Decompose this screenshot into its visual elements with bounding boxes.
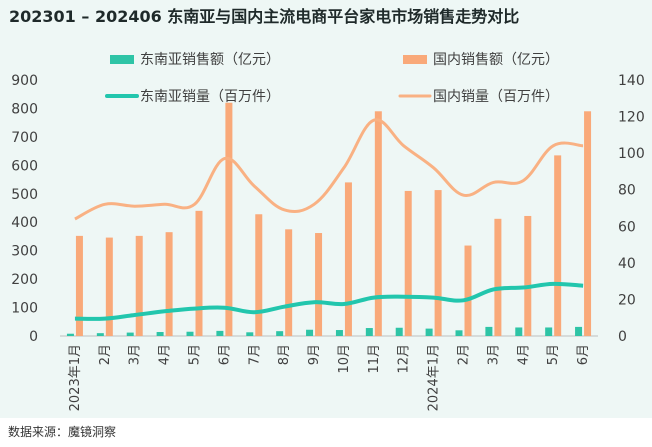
x-tick-label: 12月 [397, 344, 412, 374]
bar-sea-sales [96, 333, 104, 336]
x-tick-label: 4月 [516, 344, 531, 365]
y-right-tick-label: 20 [618, 292, 636, 308]
bar-cn-sales [584, 111, 592, 337]
x-tick-label: 11月 [367, 344, 382, 374]
y-left-tick-label: 300 [11, 244, 38, 260]
bar-sea-sales [126, 332, 134, 336]
bar-sea-sales [455, 330, 463, 336]
axes: 0 100 200 300 400 500 600 700 800 900 0 20 40 60 80 100… [11, 73, 644, 411]
bar-cn-sales [225, 102, 233, 336]
x-tick-label: 2月 [457, 344, 472, 365]
bar-sea-sales [216, 330, 224, 336]
x-tick-label: 2月 [98, 344, 113, 365]
y-right-tick-label: 120 [618, 110, 645, 126]
bars [66, 102, 592, 337]
legend-label-cn-line: 国内销量（百万件） [433, 89, 559, 105]
y-right-tick-label: 100 [618, 146, 645, 162]
x-tick-label: 5月 [546, 344, 561, 365]
bar-sea-sales [306, 329, 314, 336]
line-cn-volume [74, 118, 584, 221]
x-tick-label: 3月 [128, 344, 143, 365]
bar-sea-sales [186, 331, 194, 336]
bar-cn-sales [344, 182, 352, 336]
y-right-tick-label: 60 [618, 219, 636, 235]
legend-label-sea-line: 东南亚销量（百万件） [140, 89, 280, 105]
bar-sea-sales [246, 332, 254, 336]
bar-cn-sales [464, 245, 472, 336]
bar-cn-sales [285, 229, 293, 336]
bar-sea-sales [335, 330, 343, 336]
y-right-tick-label: 40 [618, 256, 636, 272]
x-tick-label: 9月 [307, 344, 322, 365]
legend-label-sea-bar: 东南亚销售额（亿元） [140, 52, 280, 68]
y-left-tick-label: 600 [11, 158, 38, 174]
y-left-tick-label: 500 [11, 187, 38, 203]
x-tick-label: 2024年1月 [427, 344, 442, 411]
bar-sea-sales [395, 327, 403, 336]
bar-cn-sales [165, 232, 173, 336]
y-left-tick-label: 800 [11, 101, 38, 117]
bar-cn-sales [255, 214, 263, 336]
source-note: 数据来源：魔镜洞察 [8, 425, 117, 439]
bar-sea-sales [485, 326, 493, 336]
legend-label-cn-bar: 国内销售额（亿元） [433, 52, 559, 68]
bar-cn-sales [315, 233, 323, 336]
bar-cn-sales [494, 218, 502, 336]
x-tick-label: 6月 [576, 344, 591, 365]
y-right-tick-label: 140 [618, 73, 645, 89]
y-left-tick-label: 700 [11, 130, 38, 146]
bar-sea-sales [276, 331, 284, 336]
bar-cn-sales [374, 111, 382, 337]
bar-sea-sales [425, 328, 433, 336]
x-tick-label: 2023年1月 [68, 344, 83, 411]
y-right-tick-label: 0 [618, 329, 627, 345]
bar-sea-sales [545, 327, 553, 336]
bar-cn-sales [195, 210, 203, 336]
bar-cn-sales [75, 235, 83, 336]
y-left-tick-label: 400 [11, 215, 38, 231]
bar-sea-sales [66, 333, 74, 336]
y-left-tick-label: 900 [11, 73, 38, 89]
legend: 东南亚销售额（亿元） 国内销售额（亿元） 东南亚销量（百万件） 国内销量（百万件… [105, 52, 559, 105]
x-tick-label: 10月 [337, 344, 352, 374]
chart-title: 202301 – 202406 东南亚与国内主流电商平台家电市场销售走势对比 [9, 7, 520, 26]
legend-swatch-cn-bar [403, 55, 427, 64]
y-left-tick-label: 100 [11, 301, 38, 317]
bar-cn-sales [135, 235, 143, 336]
bar-sea-sales [575, 326, 583, 336]
legend-swatch-sea-bar [110, 55, 134, 64]
x-tick-label: 8月 [277, 344, 292, 365]
bar-cn-sales [105, 237, 113, 336]
bar-cn-sales [524, 215, 532, 336]
lines [74, 118, 584, 321]
y-left-tick-label: 0 [29, 329, 38, 345]
y-left-tick-label: 200 [11, 272, 38, 288]
chart-frame [0, 0, 652, 418]
x-tick-label: 4月 [158, 344, 173, 365]
y-right-tick-label: 80 [618, 183, 636, 199]
bar-sea-sales [365, 328, 373, 336]
bar-sea-sales [515, 327, 523, 336]
bar-cn-sales [554, 155, 562, 336]
x-tick-label: 3月 [486, 344, 501, 365]
x-tick-label: 7月 [247, 344, 262, 365]
chart-canvas: 东南亚销售额（亿元） 国内销售额（亿元） 东南亚销量（百万件） 国内销量（百万件… [11, 52, 644, 411]
bar-cn-sales [434, 190, 442, 336]
line-sea-volume [74, 281, 584, 321]
x-tick-label: 6月 [217, 344, 232, 365]
bar-cn-sales [404, 190, 412, 336]
bar-sea-sales [156, 332, 164, 336]
x-tick-label: 5月 [188, 344, 203, 365]
